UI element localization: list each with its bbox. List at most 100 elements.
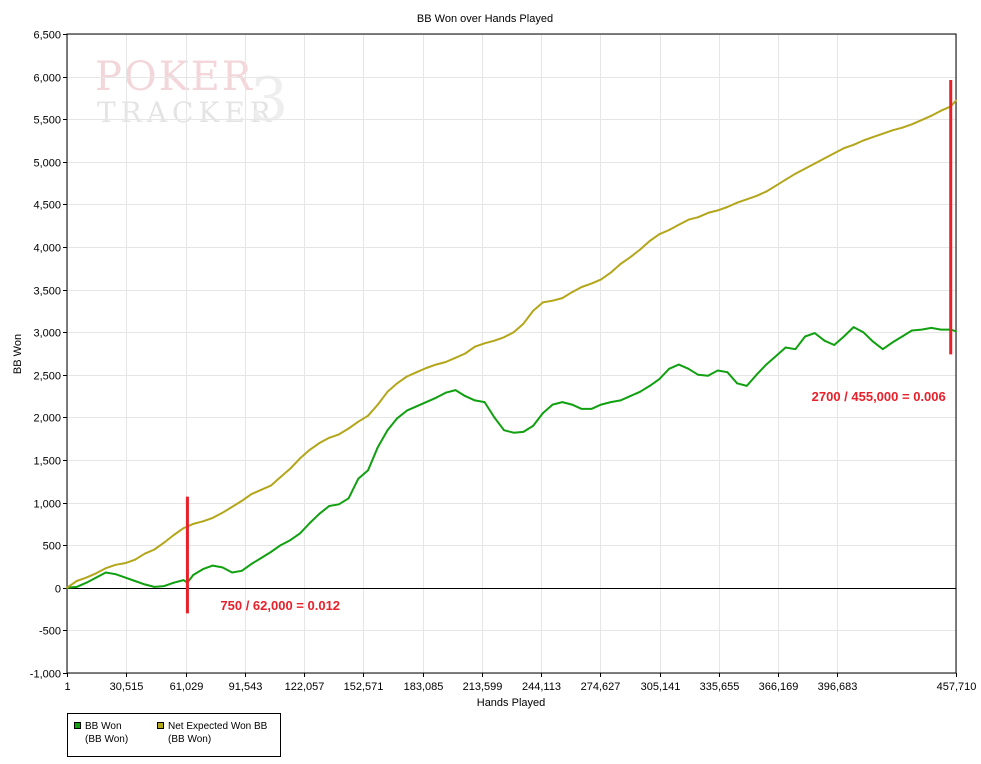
data-point [930, 327, 933, 329]
data-point [503, 336, 505, 339]
x-tick-label: 335,655 [700, 681, 740, 693]
data-point [474, 345, 476, 348]
y-tick-label: -500 [39, 626, 61, 638]
data-point [464, 352, 467, 355]
data-point [736, 382, 738, 385]
data-point [182, 527, 185, 530]
data-point [464, 395, 467, 397]
data-point [328, 505, 331, 507]
data-point [784, 346, 787, 349]
data-point [940, 109, 942, 112]
data-point [221, 511, 224, 514]
data-point [503, 429, 505, 432]
data-point [163, 585, 166, 587]
data-point [425, 401, 428, 403]
data-point [765, 190, 768, 193]
data-point [784, 178, 787, 181]
data-point [415, 405, 418, 408]
data-point [639, 248, 641, 251]
data-point [512, 431, 515, 434]
y-tick-label: 2,500 [33, 371, 61, 383]
data-point [843, 147, 845, 150]
data-point [920, 119, 923, 121]
data-point [697, 373, 700, 376]
x-tick-label: 457,710 [937, 681, 977, 693]
data-point [454, 356, 457, 359]
data-point [804, 335, 806, 338]
annotations: 750 / 62,000 = 0.012 2700 / 455,000 = 0.0… [185, 80, 953, 614]
data-point [862, 139, 865, 142]
data-point [386, 390, 389, 393]
data-point [590, 282, 593, 285]
plot-area-border [66, 33, 957, 674]
data-point [338, 503, 340, 506]
data-point [114, 563, 117, 566]
data-point [396, 382, 399, 385]
data-point [250, 563, 253, 565]
data-point [561, 401, 564, 403]
data-point [493, 339, 496, 342]
data-point [872, 136, 874, 139]
data-point [474, 399, 476, 402]
data-point [454, 389, 457, 391]
x-tick-label: 305,141 [641, 681, 681, 693]
grid [67, 34, 957, 674]
data-point [619, 263, 622, 265]
data-point [755, 373, 758, 376]
data-point [279, 544, 282, 547]
data-point [955, 330, 957, 333]
data-point [629, 395, 632, 397]
data-point [745, 198, 748, 201]
y-tick-label: 6,500 [33, 30, 61, 42]
y-tick-label: 5,000 [33, 158, 61, 170]
data-point [483, 401, 486, 403]
data-point [852, 143, 855, 146]
data-point [833, 344, 836, 346]
data-point [134, 558, 136, 561]
legend-label: BB Won [85, 721, 122, 732]
data-point [843, 335, 845, 338]
data-point [104, 571, 107, 574]
data-point [813, 332, 816, 334]
data-point [279, 476, 282, 478]
data-point [85, 581, 88, 584]
data-point [619, 399, 622, 402]
x-tick-label: 91,543 [229, 681, 263, 693]
data-point [571, 291, 573, 294]
data-point [95, 572, 97, 575]
y-tick-label: 4,500 [33, 200, 61, 212]
data-point [75, 586, 78, 588]
data-point [435, 363, 437, 366]
y-tick-label: 3,000 [33, 328, 61, 340]
y-tick-label: 6,000 [33, 73, 61, 85]
y-tick-label: -1,000 [30, 669, 61, 681]
data-point [881, 348, 884, 351]
data-point [172, 534, 175, 536]
data-point [813, 162, 816, 165]
data-point [367, 469, 369, 472]
data-point [134, 580, 136, 582]
y-tick-label: 4,000 [33, 243, 61, 255]
data-point [658, 378, 661, 380]
data-point [677, 363, 680, 366]
x-tick-label: 213,599 [463, 681, 503, 693]
data-point [677, 223, 680, 226]
data-point [911, 329, 913, 332]
data-point [955, 99, 957, 102]
data-point [726, 206, 729, 208]
legend-item-bb-won: BB Won (BB Won) [74, 720, 128, 746]
y-tick-label: 1,000 [33, 499, 61, 511]
x-tick-label: 366,169 [759, 681, 799, 693]
legend-item-net-expected: Net Expected Won BB (BB Won) [157, 720, 267, 746]
data-point [512, 331, 515, 334]
data-point [66, 586, 68, 589]
data-point [755, 195, 758, 197]
data-point [891, 341, 894, 344]
x-tick-label: 1 [64, 681, 70, 693]
data-point [124, 562, 127, 564]
data-point [532, 310, 534, 312]
data-point [104, 567, 107, 570]
data-point [163, 541, 166, 544]
x-tick-label: 274,627 [581, 681, 621, 693]
